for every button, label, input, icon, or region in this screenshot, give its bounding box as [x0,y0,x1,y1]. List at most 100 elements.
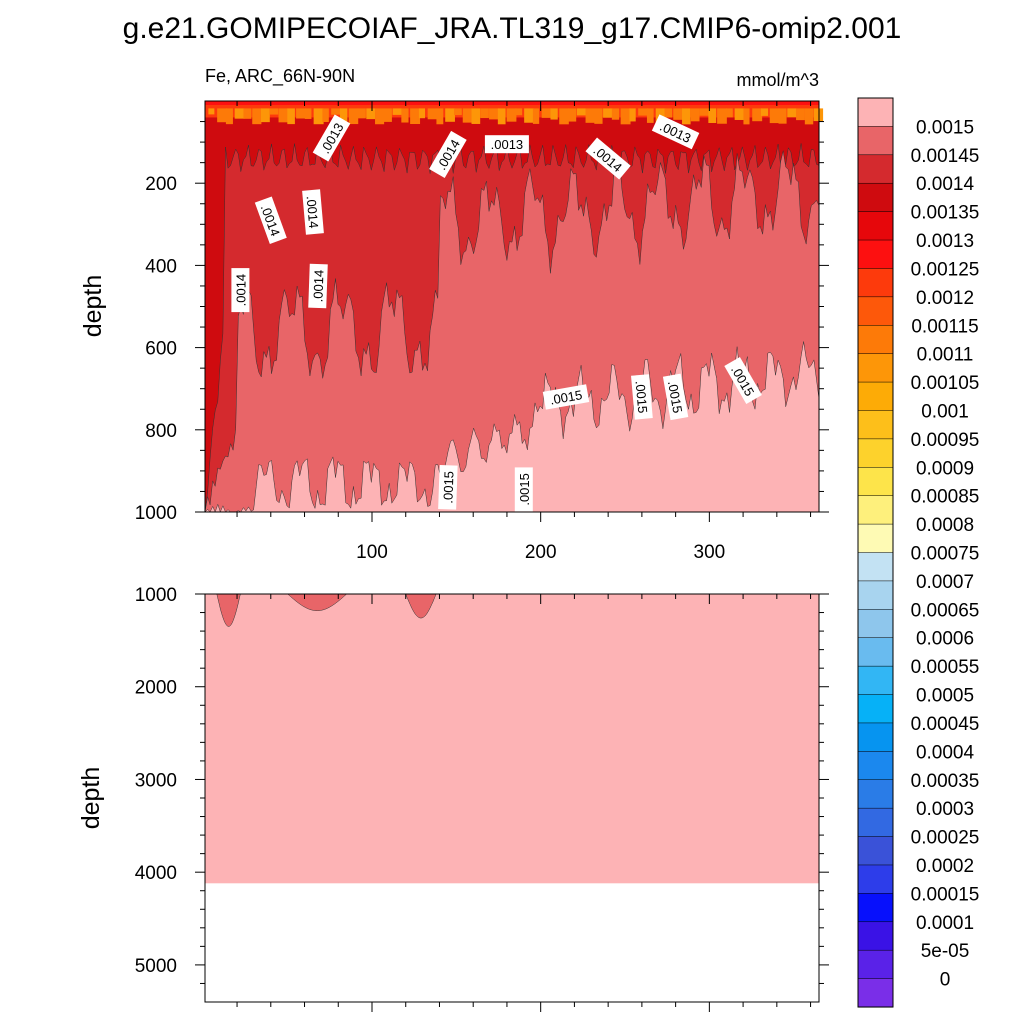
x-tick-label: 300 [694,542,726,563]
colorbar-swatch [857,552,894,582]
colorbar-label: 0.0006 [916,629,974,650]
colorbar-label: 0.0014 [916,174,975,195]
colorbar-label: 0.0003 [916,799,974,820]
contour-label: .0015 [631,374,653,420]
surface-layer [205,101,824,125]
surface-patch [366,108,376,120]
contour-label-box [542,384,590,410]
colorbar-swatch [857,211,894,241]
surface-patch [743,108,750,125]
colorbar-label: 0.00095 [911,430,980,451]
colorbar-swatch [857,467,894,497]
surface-patch [594,108,603,124]
contour-label: .0015 [514,467,533,512]
subtitle-right: mmol/m^3 [737,70,819,90]
colorbar-label: 0 [940,970,951,991]
subtitle-left: Fe, ARC_66N-90N [205,66,355,87]
colorbar-label: 0.00135 [911,203,980,224]
contour-label: .0014 [302,189,324,235]
surface-patch [506,108,517,122]
colorbar-swatch [857,949,894,980]
y-tick-label: 4000 [135,863,177,884]
surface-patch [243,108,252,119]
y-tick-label: 5000 [135,956,177,977]
surface-patch [401,108,409,123]
contour-label-text: .0014 [310,269,326,302]
surface-patch [261,108,270,123]
top-panel: .0013.0014.0013.0014.0013.0014.0014.0014… [79,100,829,563]
surface-patch [392,108,403,115]
colorbar-swatch [857,523,894,554]
surface-patch [462,108,473,123]
colorbar-swatch [857,182,894,213]
surface-patch [682,108,691,125]
colorbar-label: 0.00025 [911,828,980,849]
contour-label-text: .0015 [517,473,532,506]
contour-label-box [231,268,250,313]
surface-patch [427,108,438,120]
surface-patch [611,108,620,120]
colorbar-label: 0.00035 [911,771,980,792]
colorbar-label: 0.00065 [911,600,980,621]
contour-label: .0013 [312,114,351,162]
colorbar-swatch [857,722,894,752]
contour-label-text: .0013 [491,137,524,152]
colorbar-swatch [857,495,894,525]
y-tick-label: 600 [145,339,177,360]
colorbar-swatch [857,381,894,412]
colorbar-label: 0.0013 [916,231,974,252]
colorbar-swatch [857,126,894,156]
surface-patch [524,108,535,123]
contour-label-text: .0015 [633,380,651,414]
surface-patch [796,108,805,121]
surface-patch [813,108,824,122]
surface-patch [278,108,288,123]
colorbar: 0.0015 0.00145 0.0014 0.00135 0.0013 0.00125 0… [857,97,980,1008]
surface-patch [436,108,444,125]
contour-label-box [429,130,467,178]
contour-label-text: .0014 [304,195,322,229]
surface-patch [331,108,342,115]
contour-label-box [631,374,653,420]
contour-label: .0014 [308,263,328,309]
surface-patch [752,108,763,122]
surface-patch [383,108,392,122]
colorbar-swatch [857,154,894,184]
surface-patch [760,108,769,116]
contour-label-text: .0014 [233,274,248,307]
colorbar-swatch [857,438,894,468]
surface-patch [708,108,717,123]
colorbar-swatch [857,921,894,951]
colorbar-swatch [857,296,894,326]
colorbar-swatch [857,893,894,923]
colorbar-label: 0.00075 [911,544,980,565]
colorbar-label: 0.0007 [916,572,974,593]
colorbar-label: 0.0012 [916,288,974,309]
contour-label: .0015 [662,373,689,421]
surface-patch [699,108,709,116]
surface-patch [217,108,228,123]
colorbar-swatch [857,239,894,269]
colorbar-label: 0.0005 [916,686,974,707]
surface-patch [348,108,359,125]
colorbar-swatch [857,353,894,383]
top-ticks: 100 200 300 200 400 600 800 1000 [135,101,829,563]
surface-patch [287,108,295,125]
contour-label-box [514,467,533,512]
colorbar-swatch [857,864,894,894]
surface-patch [471,108,481,124]
colorbar-label: 0.0008 [916,515,974,536]
surface-patch [208,108,215,115]
colorbar-swatch [857,325,894,355]
surface-patch [638,108,649,116]
surface-patch [480,108,489,119]
top-y-axis-label: depth [79,275,107,338]
contour-label-text: .0015 [440,471,456,504]
contour-label-box [302,189,324,235]
contour-label: .0014 [231,268,250,313]
colorbar-label: 0.00115 [911,316,978,337]
y-tick-label: 3000 [135,770,177,791]
y-tick-label: 2000 [135,678,177,699]
bottom-panel-fill [205,593,819,884]
surface-patch [585,108,595,123]
